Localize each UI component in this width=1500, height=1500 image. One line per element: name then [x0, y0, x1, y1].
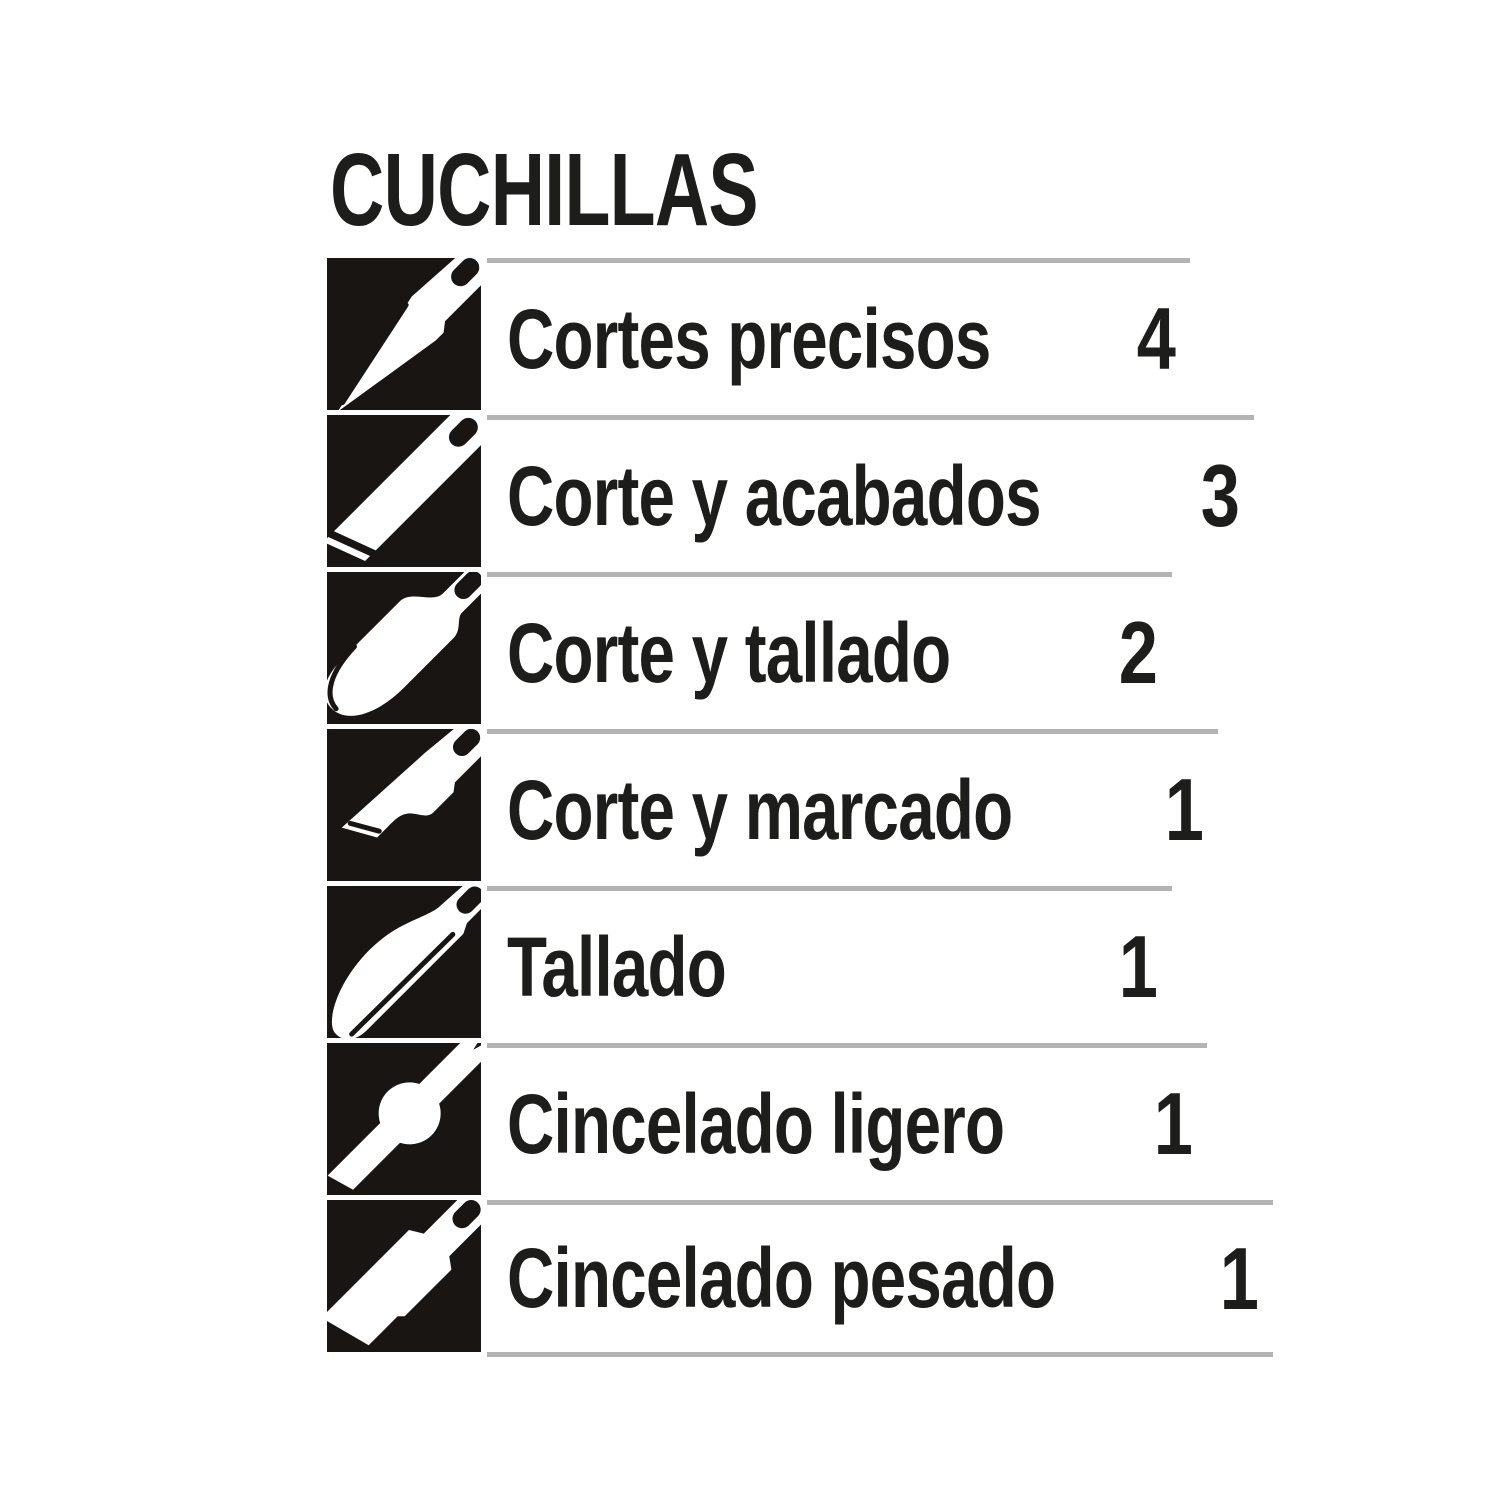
heavy-chisel-blade-icon — [327, 1200, 481, 1352]
blade-type-label: Corte y marcado — [507, 762, 1013, 857]
blade-type-label: Tallado — [507, 919, 727, 1014]
table-cell: Cincelado pesado 1 — [487, 1200, 1273, 1357]
count-value: 4 — [1136, 289, 1176, 388]
table-row: Corte y acabados 3 — [327, 415, 1255, 572]
count-value: 1 — [1118, 917, 1158, 1016]
table-cell: Corte y acabados 3 — [487, 415, 1255, 572]
light-chisel-blade-icon — [327, 1043, 481, 1195]
count-value: 1 — [1164, 760, 1204, 859]
blade-type-label: Cincelado ligero — [507, 1076, 1005, 1171]
count-value: 1 — [1154, 1074, 1194, 1173]
count-value: 3 — [1201, 446, 1241, 545]
table-cell: Cortes precisos 4 — [487, 258, 1190, 415]
curved-wide-blade-icon — [327, 572, 481, 724]
table-row: Cincelado pesado 1 — [327, 1200, 1273, 1357]
straight-chisel-blade-icon — [327, 415, 481, 567]
table-row: Corte y marcado 1 — [327, 729, 1218, 886]
count-value: 1 — [1219, 1228, 1259, 1328]
table-cell: Cincelado ligero 1 — [487, 1043, 1208, 1200]
table-row: Tallado 1 — [327, 886, 1172, 1043]
carving-blade-icon — [327, 886, 481, 1038]
notched-blade-icon — [327, 729, 481, 881]
table-row: Cincelado ligero 1 — [327, 1043, 1208, 1200]
table-cell: Tallado 1 — [487, 886, 1172, 1043]
count-value: 2 — [1118, 603, 1158, 702]
blade-type-label: Corte y tallado — [507, 605, 951, 700]
blade-type-label: Cortes precisos — [507, 291, 991, 386]
blade-type-label: Cincelado pesado — [507, 1231, 1056, 1325]
blade-table: Cortes precisos 4 Corte y acabados 3 Cor… — [327, 258, 1273, 1357]
table-cell: Corte y marcado 1 — [487, 729, 1218, 886]
pointed-blade-icon — [327, 258, 481, 410]
blade-type-label: Corte y acabados — [507, 448, 1042, 543]
table-row: Cortes precisos 4 — [327, 258, 1190, 415]
table-row: Corte y tallado 2 — [327, 572, 1172, 729]
page-title: CUCHILLAS — [330, 132, 759, 247]
table-cell: Corte y tallado 2 — [487, 572, 1172, 729]
